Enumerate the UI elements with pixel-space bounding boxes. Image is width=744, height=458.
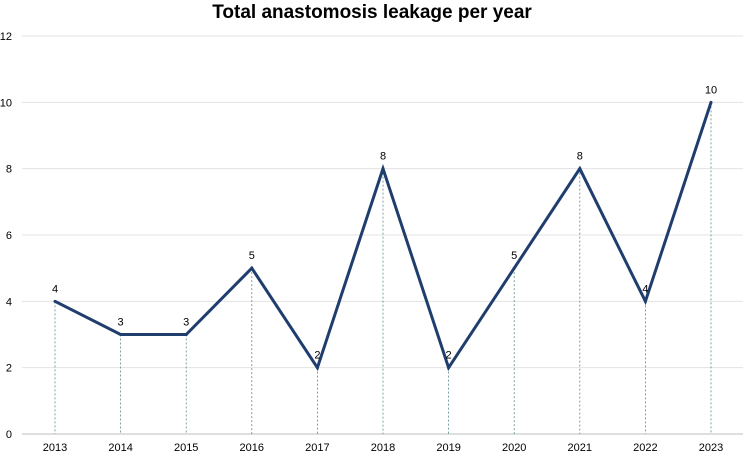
y-tick-label: 4 — [6, 296, 12, 308]
data-point — [53, 299, 57, 303]
y-tick-label: 2 — [6, 363, 12, 375]
data-point — [643, 299, 647, 303]
data-point — [709, 100, 713, 104]
data-point — [381, 167, 385, 171]
data-label: 3 — [183, 317, 189, 329]
x-tick-label: 2014 — [108, 442, 132, 454]
data-point — [184, 333, 188, 336]
data-label: 4 — [642, 283, 648, 295]
x-tick-label: 2018 — [371, 442, 395, 454]
data-label: 4 — [52, 283, 58, 295]
data-label: 8 — [577, 151, 583, 163]
data-point — [447, 366, 451, 370]
x-tick-label: 2017 — [305, 442, 329, 454]
data-label: 2 — [314, 350, 320, 362]
data-label: 10 — [705, 84, 717, 96]
x-tick-label: 2015 — [174, 442, 198, 454]
data-point — [250, 266, 254, 270]
x-tick-label: 2020 — [502, 442, 526, 454]
data-label: 3 — [118, 317, 124, 329]
data-point — [315, 366, 319, 370]
chart-title: Total anastomosis leakage per year — [212, 2, 532, 23]
x-tick-label: 2013 — [43, 442, 67, 454]
y-tick-label: 12 — [0, 31, 12, 43]
data-point — [119, 333, 123, 336]
data-label: 5 — [511, 250, 517, 262]
x-tick-label: 2022 — [633, 442, 657, 454]
y-tick-label: 10 — [0, 97, 12, 109]
y-tick-label: 0 — [6, 429, 12, 441]
data-label: 2 — [446, 350, 452, 362]
x-tick-label: 2023 — [699, 442, 723, 454]
data-label: 5 — [249, 250, 255, 262]
y-tick-label: 8 — [6, 164, 12, 176]
y-tick-label: 6 — [6, 230, 12, 242]
x-tick-label: 2016 — [240, 442, 264, 454]
data-point — [512, 266, 516, 270]
x-tick-label: 2021 — [568, 442, 592, 454]
x-tick-label: 2019 — [436, 442, 460, 454]
data-point — [578, 167, 582, 171]
data-label: 8 — [380, 151, 386, 163]
